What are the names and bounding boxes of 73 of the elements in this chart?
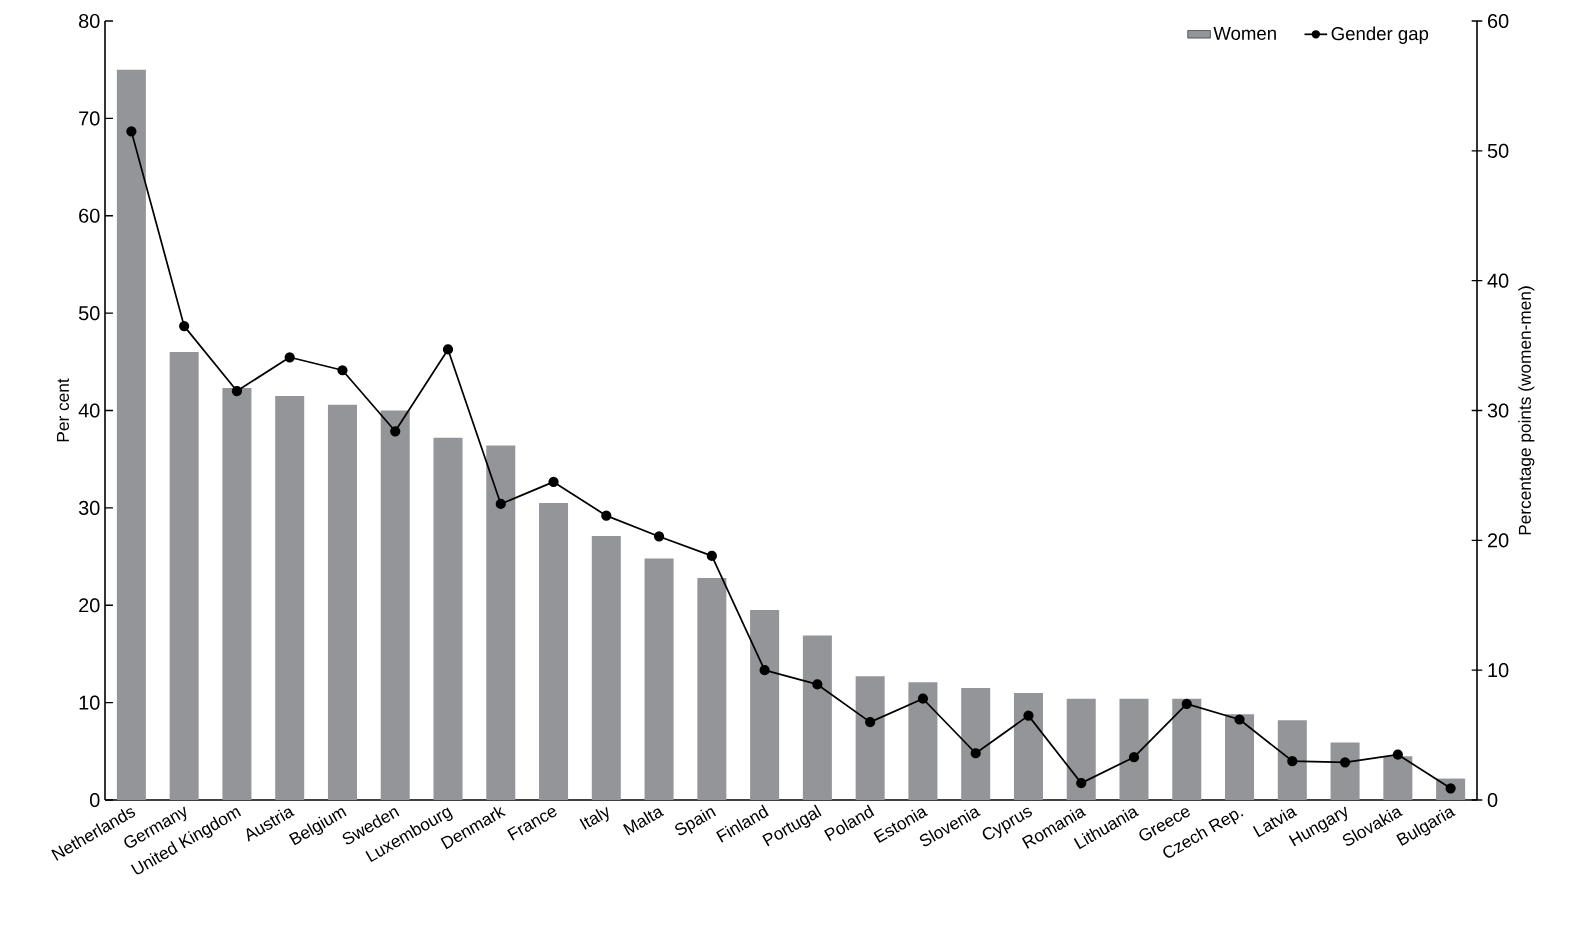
bar (116, 69, 146, 800)
point (865, 716, 876, 728)
y2-tick-label: 60 (1488, 13, 1509, 29)
legend-label: Women (1213, 26, 1276, 40)
bar (1330, 742, 1360, 800)
bar (750, 610, 780, 800)
point (1234, 714, 1245, 725)
y-tick-label: 50 (78, 306, 100, 321)
y-tick-label: 70 (79, 111, 100, 126)
bar (802, 635, 832, 800)
y2-tick-label: 30 (1487, 403, 1509, 418)
bar (1383, 756, 1413, 800)
y2-tick-label: 10 (1488, 663, 1509, 678)
y-tick-label: 0 (90, 792, 100, 808)
bar (1172, 698, 1202, 800)
y-tick-label: 30 (78, 500, 100, 515)
point (1339, 757, 1351, 768)
point (284, 352, 295, 363)
y-tick-label: 20 (79, 598, 100, 613)
point (601, 510, 612, 521)
x-tick-label: Spain (675, 808, 717, 836)
y2-tick-label: 0 (1487, 792, 1498, 808)
bar (591, 536, 621, 800)
point (390, 426, 401, 437)
bar (697, 577, 727, 800)
point (1076, 778, 1087, 789)
bar (169, 352, 199, 800)
bar (327, 404, 357, 800)
y2-tick-label: 40 (1487, 273, 1509, 288)
bar (908, 682, 938, 800)
x-tick-label: Italy (579, 806, 609, 830)
legend-label: Gender gap (1331, 26, 1429, 44)
y-axis-title: Per cent (56, 378, 70, 442)
point (1181, 698, 1192, 710)
bar (644, 558, 674, 800)
point (126, 126, 137, 137)
bar (961, 688, 991, 800)
point (706, 550, 717, 562)
point (1023, 710, 1034, 721)
point (495, 498, 506, 510)
y-tick-label: 10 (79, 695, 100, 710)
point (970, 748, 981, 759)
x-tick-label: Malta (622, 808, 665, 836)
point (179, 320, 190, 332)
bar (1013, 692, 1043, 800)
bar (855, 676, 885, 800)
point (917, 693, 929, 704)
bar (380, 410, 410, 800)
point (759, 665, 770, 676)
bar (1119, 698, 1149, 800)
y-tick-label: 60 (79, 208, 100, 223)
point (337, 365, 348, 376)
point (1128, 752, 1140, 763)
point (231, 385, 243, 397)
point (1287, 755, 1298, 767)
point (812, 679, 823, 690)
y2-tick-label: 50 (1487, 143, 1509, 158)
y2-axis-title: Percentage points (women-men) (1518, 286, 1535, 535)
bar (1066, 698, 1096, 800)
point (1392, 749, 1403, 760)
bar (275, 395, 305, 800)
bar (486, 445, 516, 800)
point (548, 476, 559, 488)
y-tick-label: 80 (79, 13, 100, 29)
point (442, 344, 454, 355)
y-tick-label: 40 (78, 403, 100, 418)
bar (222, 388, 252, 800)
bar (539, 503, 569, 800)
y2-tick-label: 20 (1488, 533, 1509, 548)
bar (433, 437, 463, 800)
point (653, 531, 665, 542)
bar (1277, 720, 1307, 800)
bar (1225, 714, 1255, 800)
